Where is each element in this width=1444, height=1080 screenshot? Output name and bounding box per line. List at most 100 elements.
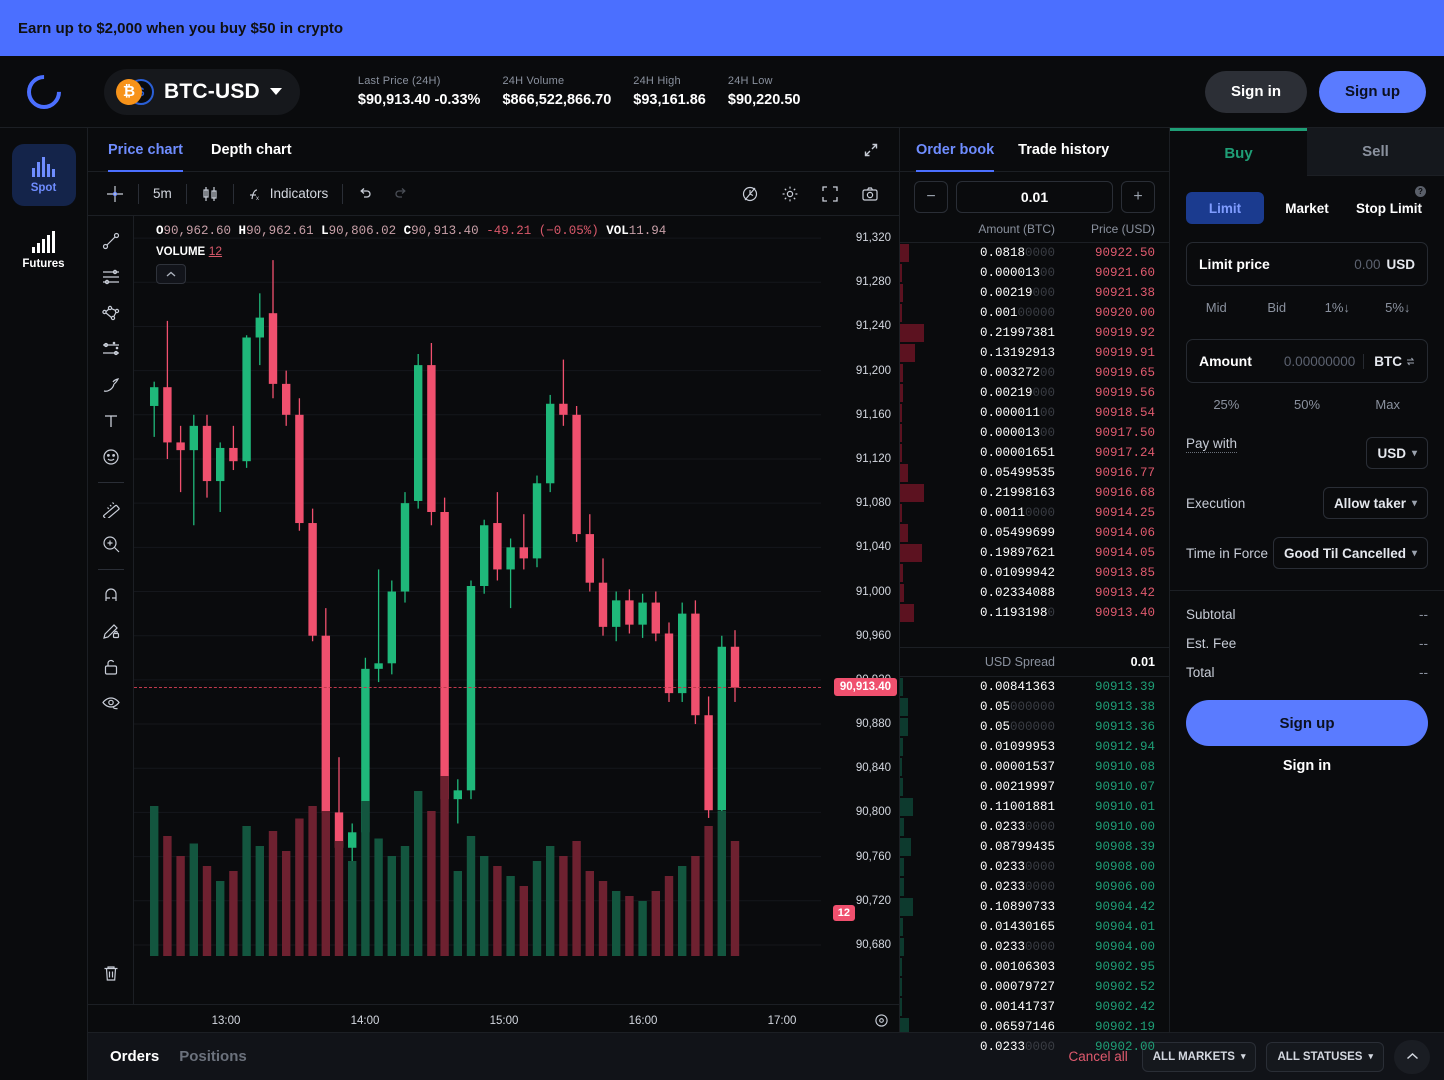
sign-in-button[interactable]: Sign in xyxy=(1205,70,1307,113)
order-book-row[interactable]: 0.00219000 90921.38 xyxy=(900,283,1169,303)
tab-price-chart[interactable]: Price chart xyxy=(108,128,183,172)
order-book-row[interactable]: 0.06597146 90902.19 xyxy=(900,1017,1169,1037)
expand-icon[interactable] xyxy=(863,142,879,158)
order-book-row[interactable]: 0.00001100 90918.54 xyxy=(900,403,1169,423)
limit-price-field[interactable]: Limit price 0.00 USD xyxy=(1186,242,1428,286)
amount-unit-selector[interactable]: BTC xyxy=(1363,353,1415,369)
undo-button[interactable] xyxy=(347,179,383,209)
time-in-force-select[interactable]: Good Til Cancelled ▾ xyxy=(1272,537,1428,569)
order-book-row[interactable]: 0.00141737 90902.42 xyxy=(900,997,1169,1017)
order-book-row[interactable]: 0.13192913 90919.91 xyxy=(900,343,1169,363)
price-quick-mid[interactable]: Mid xyxy=(1205,300,1227,315)
market-filter-select[interactable]: ALL MARKETS ▾ xyxy=(1141,1041,1257,1072)
sign-in-cta-link[interactable]: Sign in xyxy=(1282,758,1332,774)
chart-plot-area[interactable]: O90,962.60 H90,962.61 L90,806.02 C90,913… xyxy=(134,216,821,1004)
limit-price-input[interactable]: 0.00 xyxy=(1354,256,1381,272)
order-book-row[interactable]: 0.00079727 90902.52 xyxy=(900,977,1169,997)
brush-tool-icon[interactable] xyxy=(94,368,128,402)
order-book-row[interactable]: 0.11931980 90913.40 xyxy=(900,603,1169,623)
lock-drawings-tool-icon[interactable] xyxy=(94,614,128,648)
hide-drawings-eye-icon[interactable] xyxy=(94,686,128,720)
crosshair-tool-button[interactable] xyxy=(96,179,134,209)
time-axis-settings-icon[interactable] xyxy=(874,1013,889,1028)
horizontal-lines-tool-icon[interactable] xyxy=(94,260,128,294)
ask-rows[interactable]: 0.08180000 90922.50 0.00001300 90921.60 … xyxy=(900,243,1169,647)
candle-type-button[interactable] xyxy=(191,179,229,209)
grouping-value[interactable]: 0.01 xyxy=(956,181,1113,213)
amount-quick-max[interactable]: Max xyxy=(1375,397,1400,412)
order-book-row[interactable]: 0.19897621 90914.05 xyxy=(900,543,1169,563)
price-axis[interactable]: 91,320 91,280 91,240 91,200 91,160 91,120 91,0… xyxy=(821,216,899,1004)
order-book-row[interactable]: 0.00841363 90913.39 xyxy=(900,677,1169,697)
gear-icon[interactable] xyxy=(771,179,809,209)
delete-drawings-trash-icon[interactable] xyxy=(94,956,128,990)
redo-button[interactable] xyxy=(383,179,419,209)
pitchfork-tool-icon[interactable] xyxy=(94,296,128,330)
order-book-row[interactable]: 0.00219000 90919.56 xyxy=(900,383,1169,403)
order-book-row[interactable]: 0.00001651 90917.24 xyxy=(900,443,1169,463)
order-book-row[interactable]: 0.02330000 90904.00 xyxy=(900,937,1169,957)
tab-buy[interactable]: Buy xyxy=(1170,128,1307,176)
order-book-row[interactable]: 0.00001300 90921.60 xyxy=(900,263,1169,283)
grouping-increase-button[interactable]: + xyxy=(1121,181,1155,213)
fullscreen-icon[interactable] xyxy=(811,179,849,209)
info-icon[interactable]: ? xyxy=(1415,186,1426,197)
order-book-row[interactable]: 0.02330000 90908.00 xyxy=(900,857,1169,877)
order-book-row[interactable]: 0.10890733 90904.42 xyxy=(900,897,1169,917)
sign-up-button[interactable]: Sign up xyxy=(1319,70,1426,113)
order-book-row[interactable]: 0.05499699 90914.06 xyxy=(900,523,1169,543)
bid-rows[interactable]: 0.00841363 90913.39 0.05000000 90913.38 … xyxy=(900,677,1169,1080)
price-quick-bid[interactable]: Bid xyxy=(1267,300,1287,315)
collapse-pane-button[interactable] xyxy=(156,264,186,284)
order-book-row[interactable]: 0.21998163 90916.68 xyxy=(900,483,1169,503)
pay-with-select[interactable]: USD ▾ xyxy=(1366,437,1428,469)
status-filter-select[interactable]: ALL STATUSES ▾ xyxy=(1266,1041,1384,1072)
emoji-tool-icon[interactable] xyxy=(94,440,128,474)
price-quick-1pct[interactable]: 1%↓ xyxy=(1324,300,1350,315)
cancel-all-button[interactable]: Cancel all xyxy=(1068,1049,1128,1064)
tab-sell[interactable]: Sell xyxy=(1307,128,1444,176)
order-book-row[interactable]: 0.01430165 90904.01 xyxy=(900,917,1169,937)
sidebar-item-futures[interactable]: Futures xyxy=(12,220,76,282)
order-book-row[interactable]: 0.08799435 90908.39 xyxy=(900,837,1169,857)
amount-field[interactable]: Amount 0.00000000 BTC xyxy=(1186,339,1428,383)
amount-quick-25[interactable]: 25% xyxy=(1213,397,1240,412)
order-book-row[interactable]: 0.02330000 90906.00 xyxy=(900,877,1169,897)
grouping-decrease-button[interactable]: − xyxy=(914,181,948,213)
camera-icon[interactable] xyxy=(851,179,889,209)
order-book-row[interactable]: 0.00327200 90919.65 xyxy=(900,363,1169,383)
order-book-row[interactable]: 0.05499535 90916.77 xyxy=(900,463,1169,483)
order-book-row[interactable]: 0.00001300 90917.50 xyxy=(900,423,1169,443)
lock-icon[interactable] xyxy=(94,650,128,684)
order-book-row[interactable]: 0.00001537 90910.08 xyxy=(900,757,1169,777)
zoom-tool-icon[interactable] xyxy=(94,527,128,561)
sign-up-cta-button[interactable]: Sign up xyxy=(1186,700,1428,746)
order-book-row[interactable]: 0.08180000 90922.50 xyxy=(900,243,1169,263)
order-type-market[interactable]: Market xyxy=(1285,200,1329,216)
order-type-stop-limit[interactable]: Stop Limit xyxy=(1356,200,1422,216)
indicators-button[interactable]: x Indicators xyxy=(238,179,339,209)
tab-order-book[interactable]: Order book xyxy=(916,128,994,172)
amount-quick-50[interactable]: 50% xyxy=(1293,397,1321,412)
brand-logo[interactable] xyxy=(0,56,88,128)
order-book-row[interactable]: 0.00110000 90914.25 xyxy=(900,503,1169,523)
text-tool-icon[interactable] xyxy=(94,404,128,438)
amount-input[interactable]: 0.00000000 xyxy=(1283,353,1356,369)
order-book-row[interactable]: 0.02334088 90913.42 xyxy=(900,583,1169,603)
order-book-row[interactable]: 0.21997381 90919.92 xyxy=(900,323,1169,343)
price-quick-5pct[interactable]: 5%↓ xyxy=(1385,300,1411,315)
sidebar-item-spot[interactable]: Spot xyxy=(11,144,76,206)
tab-orders[interactable]: Orders xyxy=(110,1048,160,1065)
order-book-row[interactable]: 0.05000000 90913.36 xyxy=(900,717,1169,737)
order-book-row[interactable]: 0.05000000 90913.38 xyxy=(900,697,1169,717)
channel-tool-icon[interactable] xyxy=(94,332,128,366)
order-type-limit[interactable]: Limit xyxy=(1186,192,1264,224)
tab-trade-history[interactable]: Trade history xyxy=(1018,141,1110,158)
trendline-tool-icon[interactable] xyxy=(94,224,128,258)
execution-select[interactable]: Allow taker ▾ xyxy=(1322,487,1428,519)
order-book-row[interactable]: 0.00219997 90910.07 xyxy=(900,777,1169,797)
order-book-row[interactable]: 0.00100000 90920.00 xyxy=(900,303,1169,323)
tab-depth-chart[interactable]: Depth chart xyxy=(210,141,292,158)
interval-button[interactable]: 5m xyxy=(153,186,172,201)
order-book-row[interactable]: 0.01099942 90913.85 xyxy=(900,563,1169,583)
